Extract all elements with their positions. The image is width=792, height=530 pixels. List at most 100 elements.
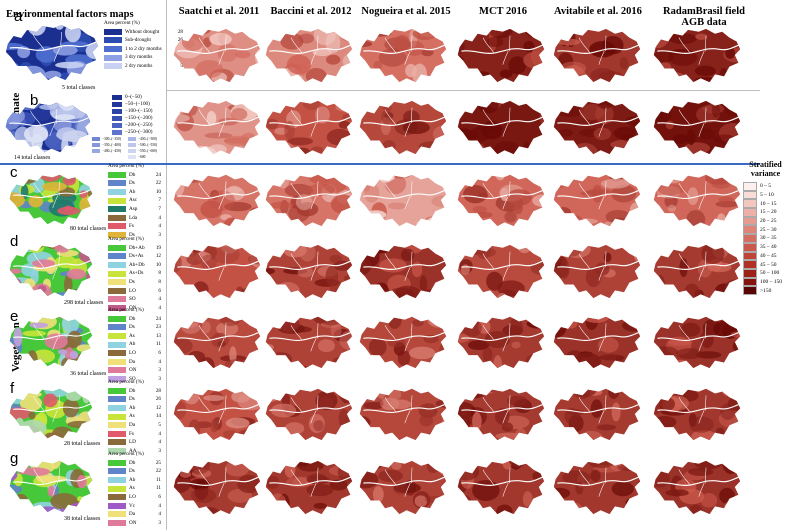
variance-swatch xyxy=(743,260,757,269)
legend-item: Ds 26 xyxy=(108,395,161,404)
legend-swatch xyxy=(108,520,126,527)
variance-map-f-5 xyxy=(553,388,641,441)
legend-class-name: ON xyxy=(129,367,137,374)
variance-map-e-2 xyxy=(265,316,353,369)
legend-e: Area percent (%) Db 24 Ds 23 As 13 Ab 11 LO 6 Da 4 ON… xyxy=(108,306,161,383)
legend-class-value: 10 xyxy=(155,261,161,268)
legend-class-value: 7 xyxy=(158,197,161,204)
variance-map-f-3 xyxy=(359,388,447,441)
legend-class-name: Ab xyxy=(129,404,136,411)
legend-class-value: 19 xyxy=(155,244,161,251)
row-letter-a: a xyxy=(14,8,23,25)
legend-swatch xyxy=(108,223,126,230)
legend-class-name: LO xyxy=(129,493,136,500)
variance-map-a-1 xyxy=(173,28,261,83)
variance-map-d-1 xyxy=(173,244,261,299)
legend-class-value: 4 xyxy=(158,511,161,518)
legend-class-name: SO xyxy=(129,296,136,303)
legend-swatch xyxy=(108,502,126,509)
legend-item: Ds 22 xyxy=(108,179,161,188)
legend-class-name: Ds xyxy=(129,180,135,187)
vertical-divider xyxy=(166,0,167,530)
legend-swatch xyxy=(108,197,126,204)
legend-class-name: Fs xyxy=(129,430,134,437)
row-letter-c: c xyxy=(10,164,18,181)
variance-map-f-6 xyxy=(653,388,741,441)
legend-class-value: 4 xyxy=(158,223,161,230)
legend-item: ON 3 xyxy=(108,519,161,528)
legend-class-name: As xyxy=(129,485,135,492)
variance-map-e-3 xyxy=(359,316,447,369)
variance-map-g-3 xyxy=(359,460,447,515)
legend-class-name: Da xyxy=(129,421,136,428)
variance-class-label: >150 xyxy=(760,287,772,294)
variance-class: 5 – 10 xyxy=(743,190,788,200)
legend-class-value: 24 xyxy=(155,315,161,322)
variance-swatch xyxy=(743,242,757,252)
legend-class-value: 4 xyxy=(158,296,161,303)
variance-swatch xyxy=(743,234,757,243)
variance-map-b-5 xyxy=(553,100,641,155)
legend-c: Area percent (%) Db 24 Ds 22 Ab 10 Asc 7 Asp 7 Lda 4… xyxy=(108,162,161,239)
legend-class-value: 26 xyxy=(155,396,161,403)
legend-item: Ds 8 xyxy=(108,278,161,287)
legend-class-value: 8 xyxy=(158,278,161,285)
legend-class-name: Db xyxy=(129,171,136,178)
variance-class-label: 10 – 15 xyxy=(760,200,777,207)
legend-item: Ab 11 xyxy=(108,476,161,485)
column-header-saatchi: Saatchi et al. 2011 xyxy=(178,6,260,17)
legend-item: Asp 7 xyxy=(108,205,161,214)
variance-map-c-2 xyxy=(265,174,353,227)
legend-swatch xyxy=(108,315,126,322)
legend-swatch xyxy=(108,180,126,187)
legend-class-name: Asc xyxy=(129,197,138,204)
row-letter-g: g xyxy=(10,450,19,467)
variance-class: 20 – 25 xyxy=(743,216,788,226)
variance-map-c-4 xyxy=(457,174,545,227)
variance-map-e-4 xyxy=(457,316,545,369)
climate-vegetation-divider xyxy=(0,163,760,165)
legend-item: LO 6 xyxy=(108,287,161,296)
legend-class-value: 5 xyxy=(158,421,161,428)
legend-item: ON 4 xyxy=(108,304,161,313)
legend-swatch xyxy=(108,270,126,277)
legend-swatch xyxy=(108,244,126,251)
row-letter-e: e xyxy=(10,308,19,325)
legend-swatch xyxy=(108,171,126,178)
variance-swatch xyxy=(743,268,757,278)
legend-item: Ab 12 xyxy=(108,404,161,413)
variance-swatch xyxy=(743,286,757,295)
legend-item: As+Ds 8 xyxy=(108,269,161,278)
variance-swatch xyxy=(743,216,757,226)
variance-class-label: 25 – 30 xyxy=(760,226,777,233)
legend-class-name: SO xyxy=(129,375,136,382)
legend-swatch xyxy=(108,405,126,412)
variance-class-label: 15 – 20 xyxy=(760,209,777,216)
legend-swatch xyxy=(108,358,126,365)
variance-class-label: 5 – 10 xyxy=(760,192,774,199)
legend-class-name: Ds xyxy=(129,468,135,475)
legend-item: Fs 4 xyxy=(108,430,161,439)
column-header-nogueira: Nogueira et al. 2015 xyxy=(361,6,451,17)
variance-map-g-5 xyxy=(553,460,641,515)
legend-g: Area percent (%) Db 25 Ds 22 Ab 11 As 11 LO 6 Vc 4 Da… xyxy=(108,450,161,527)
legend-swatch xyxy=(108,439,126,446)
legend-swatch xyxy=(108,477,126,484)
legend-item: Ds 3 xyxy=(108,231,161,240)
legend-class-value: 4 xyxy=(158,430,161,437)
variance-map-f-2 xyxy=(265,388,353,441)
legend-item: As 14 xyxy=(108,412,161,421)
legend-class-value: 3 xyxy=(158,231,161,238)
legend-swatch xyxy=(108,305,126,312)
legend-swatch xyxy=(108,341,126,348)
variance-map-a-2 xyxy=(265,28,353,83)
legend-class-value: 12 xyxy=(155,253,161,260)
legend-item: SO 4 xyxy=(108,295,161,304)
legend-swatch xyxy=(108,430,126,437)
row-c-classes: 80 total classes xyxy=(70,226,107,232)
row-d-classes: 298 total classes xyxy=(64,300,104,306)
variance-swatch xyxy=(743,199,757,209)
legend-item: Ab+Db 10 xyxy=(108,261,161,270)
legend-class-value: 4 xyxy=(158,358,161,365)
variance-map-b-3 xyxy=(359,100,447,155)
